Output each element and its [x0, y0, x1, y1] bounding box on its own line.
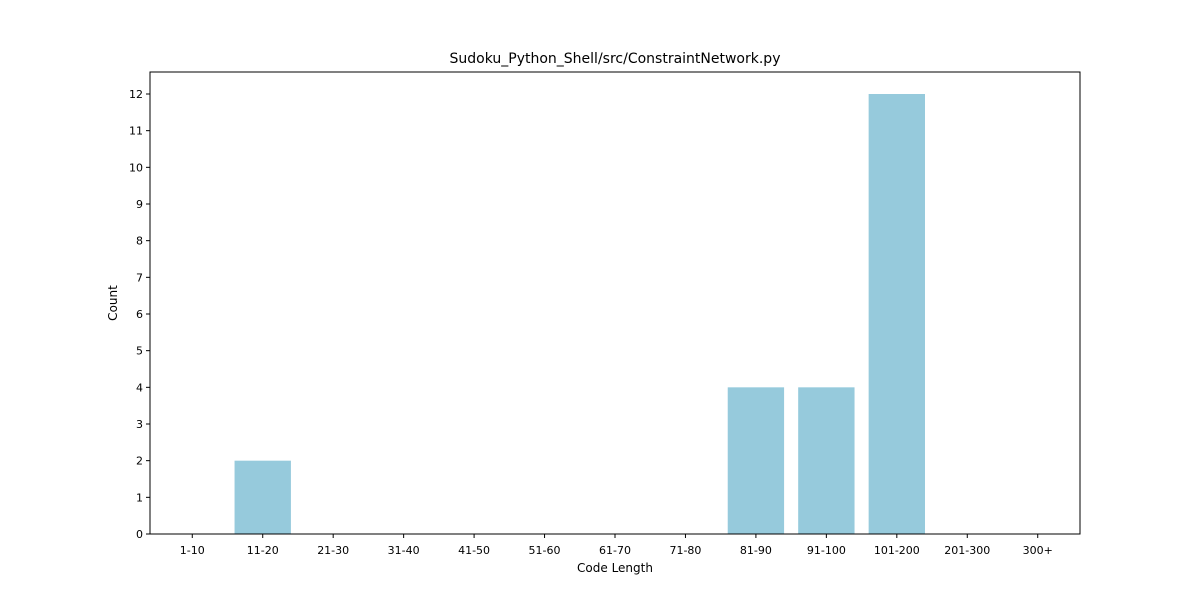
bars-group	[235, 94, 925, 534]
y-tick-label: 6	[136, 308, 143, 321]
bar-101-200	[869, 94, 925, 534]
y-tick-label: 1	[136, 491, 143, 504]
y-tick-label: 7	[136, 271, 143, 284]
y-tick-label: 10	[129, 161, 143, 174]
x-tick-label: 21-30	[317, 544, 349, 557]
bar-81-90	[728, 387, 784, 534]
x-tick-label: 11-20	[247, 544, 279, 557]
x-tick-label: 71-80	[669, 544, 701, 557]
x-tick-label: 41-50	[458, 544, 490, 557]
chart-title: Sudoku_Python_Shell/src/ConstraintNetwor…	[450, 51, 781, 67]
x-tick-label: 31-40	[388, 544, 420, 557]
y-tick-label: 5	[136, 345, 143, 358]
y-tick-label: 8	[136, 235, 143, 248]
x-tick-label: 51-60	[529, 544, 561, 557]
bar-91-100	[798, 387, 854, 534]
x-tick-label: 91-100	[807, 544, 846, 557]
y-tick-label: 9	[136, 198, 143, 211]
x-axis: 1-10 11-20 21-30 31-40 41-50 51-60 61-70 71-80 8…	[180, 534, 1053, 557]
y-axis-label: Count	[106, 285, 120, 321]
x-tick-label: 61-70	[599, 544, 631, 557]
x-tick-label: 300+	[1023, 544, 1053, 557]
y-tick-label: 4	[136, 381, 143, 394]
y-tick-label: 11	[129, 125, 143, 138]
y-tick-label: 3	[136, 418, 143, 431]
x-tick-label: 201-300	[944, 544, 990, 557]
y-tick-label: 2	[136, 455, 143, 468]
bar-11-20	[235, 461, 291, 534]
x-axis-label: Code Length	[577, 561, 653, 575]
y-tick-label: 0	[136, 528, 143, 541]
x-tick-label: 1-10	[180, 544, 205, 557]
x-tick-label: 101-200	[874, 544, 920, 557]
x-tick-label: 81-90	[740, 544, 772, 557]
y-tick-label: 12	[129, 88, 143, 101]
